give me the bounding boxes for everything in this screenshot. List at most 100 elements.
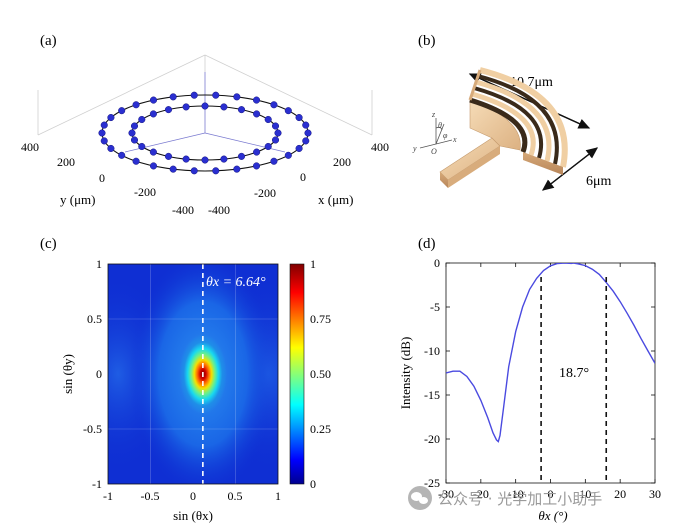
ring-marker: [237, 152, 246, 160]
colorbar-ticks: 1 0.75 0.50 0.25 0: [310, 257, 331, 491]
ring-marker: [253, 148, 261, 156]
d-x-tick: -20: [473, 487, 489, 501]
axis-y-label: y: [412, 144, 417, 153]
panel-c: (c) θx = 6.64° 1 0.5 0 -0.5 -1 -1 -0.5: [40, 236, 331, 523]
ring-marker: [233, 93, 241, 101]
ring-marker: [118, 107, 126, 115]
ring-marker: [149, 110, 157, 118]
c-x-tick-neg1: -1: [103, 489, 113, 503]
x-axis-label: x (μm): [318, 192, 354, 207]
y-axis-label: y (μm): [60, 192, 96, 207]
ring-marker: [302, 121, 310, 129]
ring-marker: [252, 96, 261, 104]
ring-marker: [164, 152, 173, 160]
axis-phi-label: φ: [443, 131, 448, 140]
ring-marker: [128, 129, 136, 137]
c-x-tick-0: 0: [190, 489, 196, 503]
d-y-tick: -15: [424, 388, 440, 402]
c-y-tick-1: 1: [96, 257, 102, 271]
line-x-label: θx (°): [538, 508, 567, 523]
ring-marker: [295, 113, 303, 122]
x-tick-0: 0: [300, 170, 306, 184]
heatmap-x-label: sin (θx): [173, 508, 213, 523]
d-y-tick: -20: [424, 432, 440, 446]
colorbar: [289, 263, 305, 485]
ring-marker: [253, 110, 261, 118]
ring-marker: [270, 101, 278, 109]
panel-b-label: (b): [418, 33, 436, 49]
d-x-tick: -10: [508, 487, 524, 501]
ring-marker: [252, 162, 261, 170]
ring-outer: [98, 91, 312, 175]
cbar-tick-0.50: 0.50: [310, 367, 331, 381]
ring-marker: [169, 165, 177, 173]
ring-marker: [118, 151, 126, 159]
cbar-tick-1: 1: [310, 257, 316, 271]
panel-b: (b) 10.7μm 6μm: [412, 33, 612, 191]
line-x-ticks: -30 -20 -10 0 10 20 30: [438, 487, 661, 501]
watermark: 公众号 · 光学加工小助手: [408, 481, 602, 515]
x-tick-200: 200: [333, 155, 351, 169]
ring-marker: [220, 103, 228, 111]
dim-label-short: 6μm: [586, 174, 612, 189]
d-x-tick: -30: [438, 487, 454, 501]
axis-z-label: z: [431, 110, 436, 119]
ring-marker: [271, 136, 280, 144]
center-axes: [124, 72, 286, 153]
d-y-tick: -25: [424, 476, 440, 490]
y-tick-neg200: -200: [134, 185, 156, 199]
d-y-tick: -10: [424, 344, 440, 358]
ring-marker: [237, 106, 246, 114]
line-y-ticks: 0 -5 -10 -15 -20 -25: [424, 256, 440, 490]
ring-marker: [132, 157, 140, 165]
panel-a: (a) 400 200 0 -200 -400: [21, 33, 389, 217]
ring-marker: [233, 165, 241, 173]
axis-theta-label: θ: [438, 121, 442, 130]
ring-marker: [190, 167, 198, 175]
heatmap-x-ticks: -1 -0.5 0 0.5 1: [103, 489, 281, 503]
ring-marker: [182, 103, 190, 111]
y-tick-neg400: -400: [172, 203, 194, 217]
ring-marker: [201, 156, 209, 164]
ring-marker: [212, 91, 220, 99]
wechat-icon: [408, 486, 432, 510]
ring-marker: [295, 144, 303, 153]
ring-marker: [182, 155, 190, 163]
panel-c-label: (c): [40, 236, 57, 252]
ring-marker: [98, 129, 106, 137]
coordinate-axes-icon: [419, 118, 453, 149]
heatmap-y-ticks: 1 0.5 0 -0.5 -1: [83, 257, 102, 491]
ring-marker: [220, 155, 228, 163]
y-tick-400: 400: [21, 140, 39, 154]
heatmap-grid: [108, 264, 278, 484]
intensity-curve: [446, 263, 655, 443]
c-y-tick-neg1: -1: [92, 477, 102, 491]
ring-marker: [100, 137, 108, 145]
ring-marker: [132, 101, 140, 109]
ring-marker: [190, 91, 198, 99]
ring-marker: [107, 113, 115, 122]
ring-marker: [271, 122, 280, 130]
x-tick-neg400: -400: [208, 203, 230, 217]
ring-marker: [304, 129, 312, 137]
d-x-tick: 20: [614, 487, 626, 501]
c-y-tick-0.5: 0.5: [87, 312, 102, 326]
d-x-tick: 30: [649, 487, 661, 501]
axis-origin-label: O: [431, 147, 437, 156]
x-tick-neg200: -200: [254, 186, 276, 200]
heatmap-frame: [107, 263, 279, 485]
panel-a-label: (a): [40, 33, 57, 49]
y-tick-200: 200: [57, 155, 75, 169]
tick-marks: [445, 262, 656, 484]
c-y-tick-0: 0: [96, 367, 102, 381]
c-x-tick-0.5: 0.5: [228, 489, 243, 503]
c-x-tick-1: 1: [275, 489, 281, 503]
plot-frame: [445, 262, 656, 484]
ring-marker: [138, 142, 146, 151]
ring-marker: [149, 162, 158, 170]
c-y-tick-neg0.5: -0.5: [83, 422, 102, 436]
x-axis-ticks: -400 -200 0 200 400: [208, 140, 389, 217]
ring-marker: [149, 96, 158, 104]
ring-marker: [130, 122, 139, 130]
